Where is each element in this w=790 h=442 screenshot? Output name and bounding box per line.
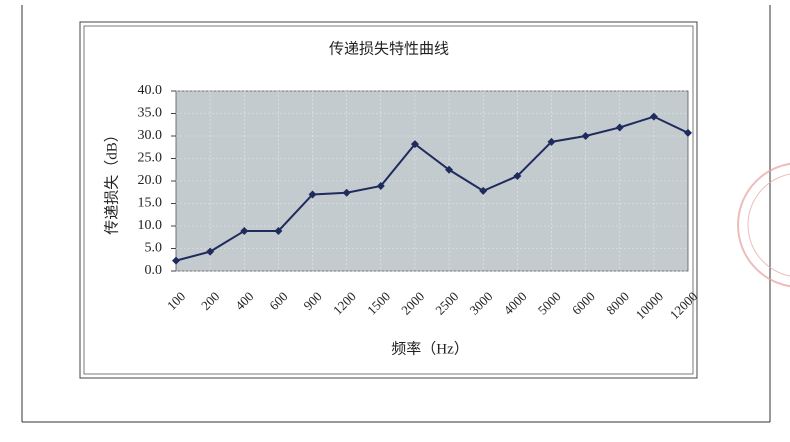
chart-title: 传递损失特性曲线 (329, 40, 449, 57)
y-tick-label: 20.0 (138, 173, 163, 188)
x-tick-label: 600 (266, 289, 290, 313)
x-tick-label: 1200 (330, 289, 359, 318)
data-point (547, 137, 556, 146)
data-point (206, 247, 215, 256)
data-point (615, 123, 624, 132)
y-tick-label: 40.0 (138, 83, 163, 98)
y-tick-label: 5.0 (145, 241, 163, 256)
data-point (172, 256, 180, 265)
y-tick-label: 25.0 (138, 151, 163, 166)
x-tick-label: 2500 (432, 289, 461, 318)
data-point (445, 165, 454, 174)
data-point (649, 112, 658, 121)
x-tick-label: 6000 (569, 289, 598, 318)
x-tick-label: 900 (300, 289, 324, 313)
x-tick-label: 1500 (364, 289, 393, 318)
x-tick-label: 200 (198, 289, 222, 313)
data-point (479, 186, 488, 195)
y-tick-label: 30.0 (138, 128, 163, 143)
y-tick-label: 35.0 (138, 106, 163, 121)
data-point (684, 128, 692, 137)
x-tick-label: 3000 (466, 289, 495, 318)
x-tick-label: 10000 (633, 289, 667, 323)
x-tick-label: 100 (164, 289, 188, 313)
chart-frame (79, 21, 698, 379)
x-axis-label: 频率（Hz） (391, 340, 469, 357)
page-frame (21, 5, 771, 423)
y-axis-label: 传递损失（dB） (103, 127, 120, 235)
y-tick-label: 0.0 (145, 263, 163, 278)
data-point (308, 190, 317, 199)
x-tick-label: 12000 (667, 289, 701, 323)
data-point (513, 172, 522, 181)
data-line (175, 115, 689, 262)
data-point (240, 226, 249, 235)
data-point (376, 181, 385, 190)
data-point (274, 226, 283, 235)
x-tick-label: 8000 (603, 289, 632, 318)
data-point (581, 132, 590, 140)
data-point (342, 188, 351, 197)
y-tick-label: 10.0 (138, 218, 163, 233)
x-tick-label: 2000 (398, 289, 427, 318)
stamp (737, 162, 790, 288)
x-tick-label: 4000 (501, 289, 530, 318)
y-tick-label: 15.0 (138, 196, 163, 211)
x-tick-label: 5000 (535, 289, 564, 318)
data-point (410, 140, 419, 149)
x-tick-label: 400 (232, 289, 256, 313)
